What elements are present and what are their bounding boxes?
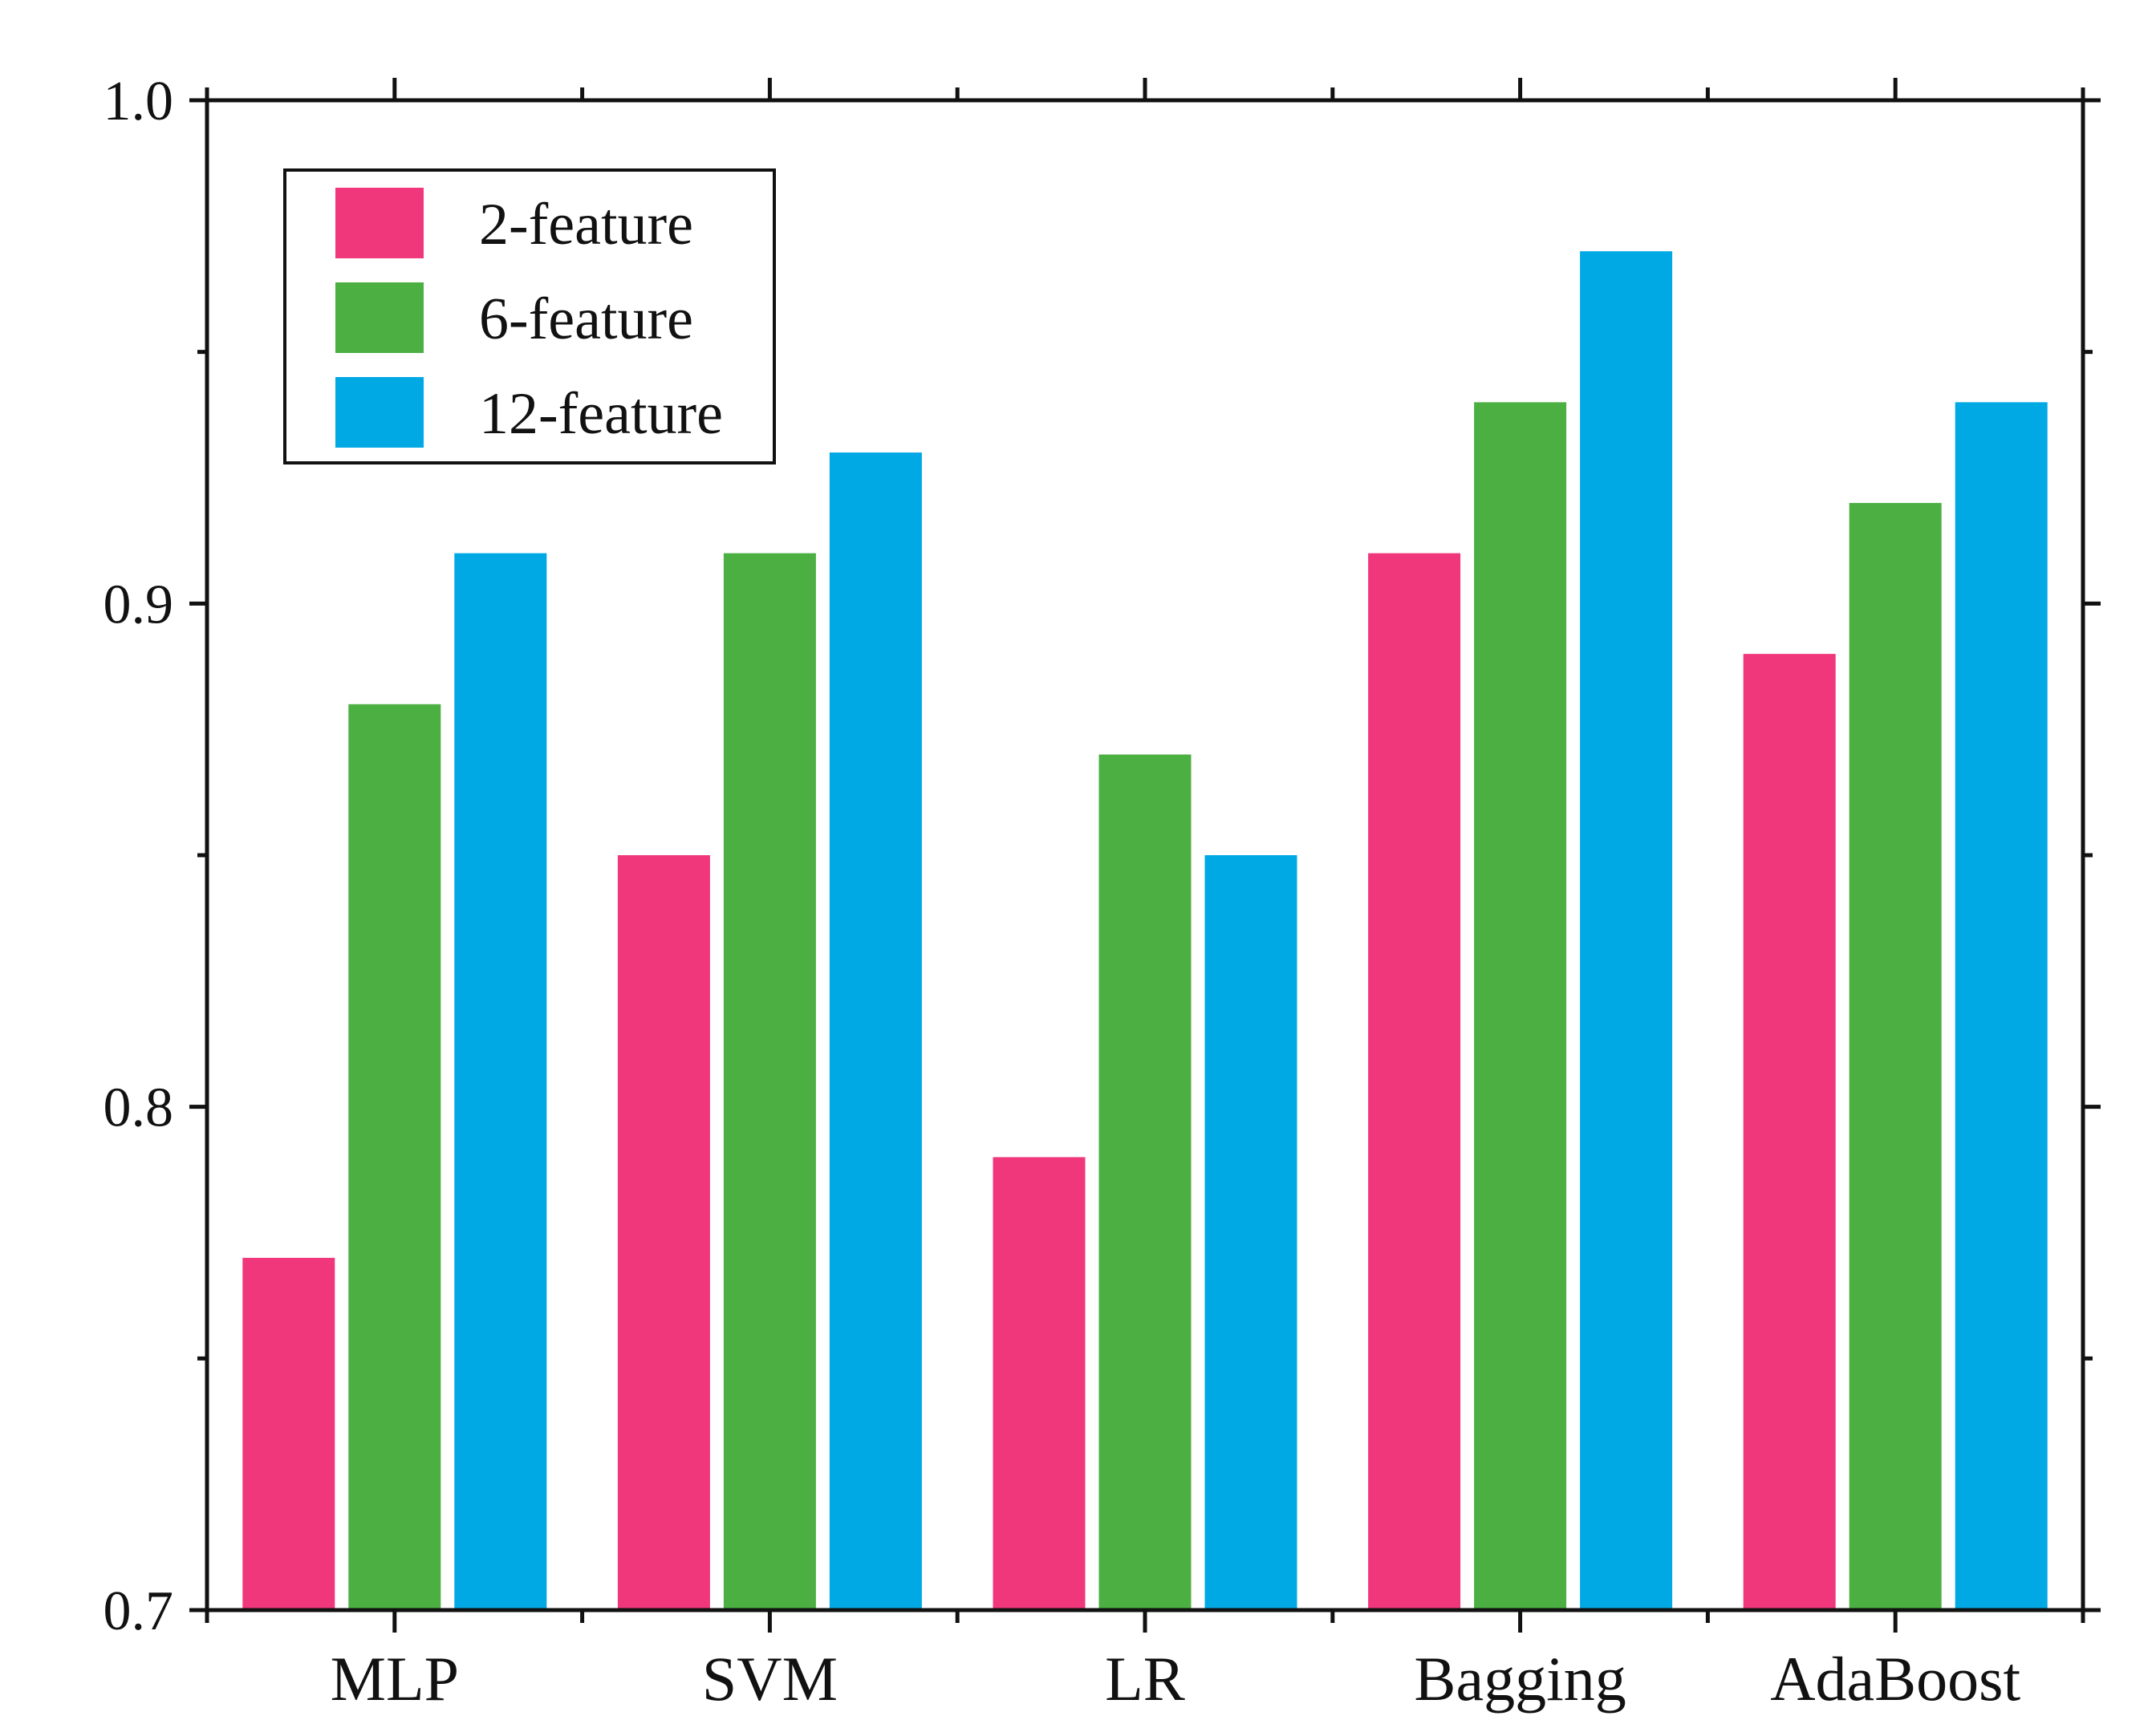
bar-svm-12-feature (829, 452, 922, 1610)
bar-bagging-6-feature (1474, 402, 1567, 1610)
bar-mlp-12-feature (454, 553, 547, 1610)
y-tick-label: 0.7 (104, 1580, 174, 1642)
bar-mlp-6-feature (348, 704, 441, 1610)
bar-bagging-12-feature (1580, 251, 1673, 1611)
bar-lr-12-feature (1204, 855, 1297, 1610)
legend-swatch-12-feature (335, 377, 424, 448)
bar-lr-2-feature (993, 1157, 1086, 1610)
legend-swatch-2-feature (335, 188, 424, 258)
bar-svm-2-feature (617, 855, 710, 1610)
y-tick-label: 0.8 (104, 1077, 174, 1139)
x-tick-label-lr: LR (1105, 1644, 1185, 1714)
x-tick-label-mlp: MLP (331, 1644, 459, 1714)
bar-bagging-2-feature (1368, 553, 1461, 1610)
y-tick-label: 0.9 (104, 574, 174, 635)
legend-label-12-feature: 12-feature (479, 381, 723, 447)
bar-adaboost-2-feature (1743, 654, 1836, 1610)
bar-lr-6-feature (1098, 754, 1192, 1610)
x-tick-label-adaboost: AdaBoost (1770, 1644, 2020, 1714)
x-tick-label-bagging: Bagging (1414, 1644, 1626, 1714)
y-tick-label: 1.0 (104, 71, 174, 132)
legend: 2-feature 6-feature 12-feature (283, 168, 776, 464)
bar-mlp-2-feature (242, 1257, 335, 1610)
axes-layer: 0.7 0.8 0.9 1.0 MLP SVM LR Bagging AdaBoost (104, 71, 2101, 1714)
x-tick-label-svm: SVM (702, 1644, 838, 1714)
legend-label-6-feature: 6-feature (479, 286, 693, 352)
legend-label-2-feature: 2-feature (479, 192, 693, 258)
bar-adaboost-12-feature (1955, 402, 2048, 1610)
legend-swatch-6-feature (335, 282, 424, 353)
bar-svm-6-feature (723, 553, 816, 1610)
bar-adaboost-6-feature (1849, 502, 1942, 1610)
bars-layer (242, 251, 2048, 1611)
